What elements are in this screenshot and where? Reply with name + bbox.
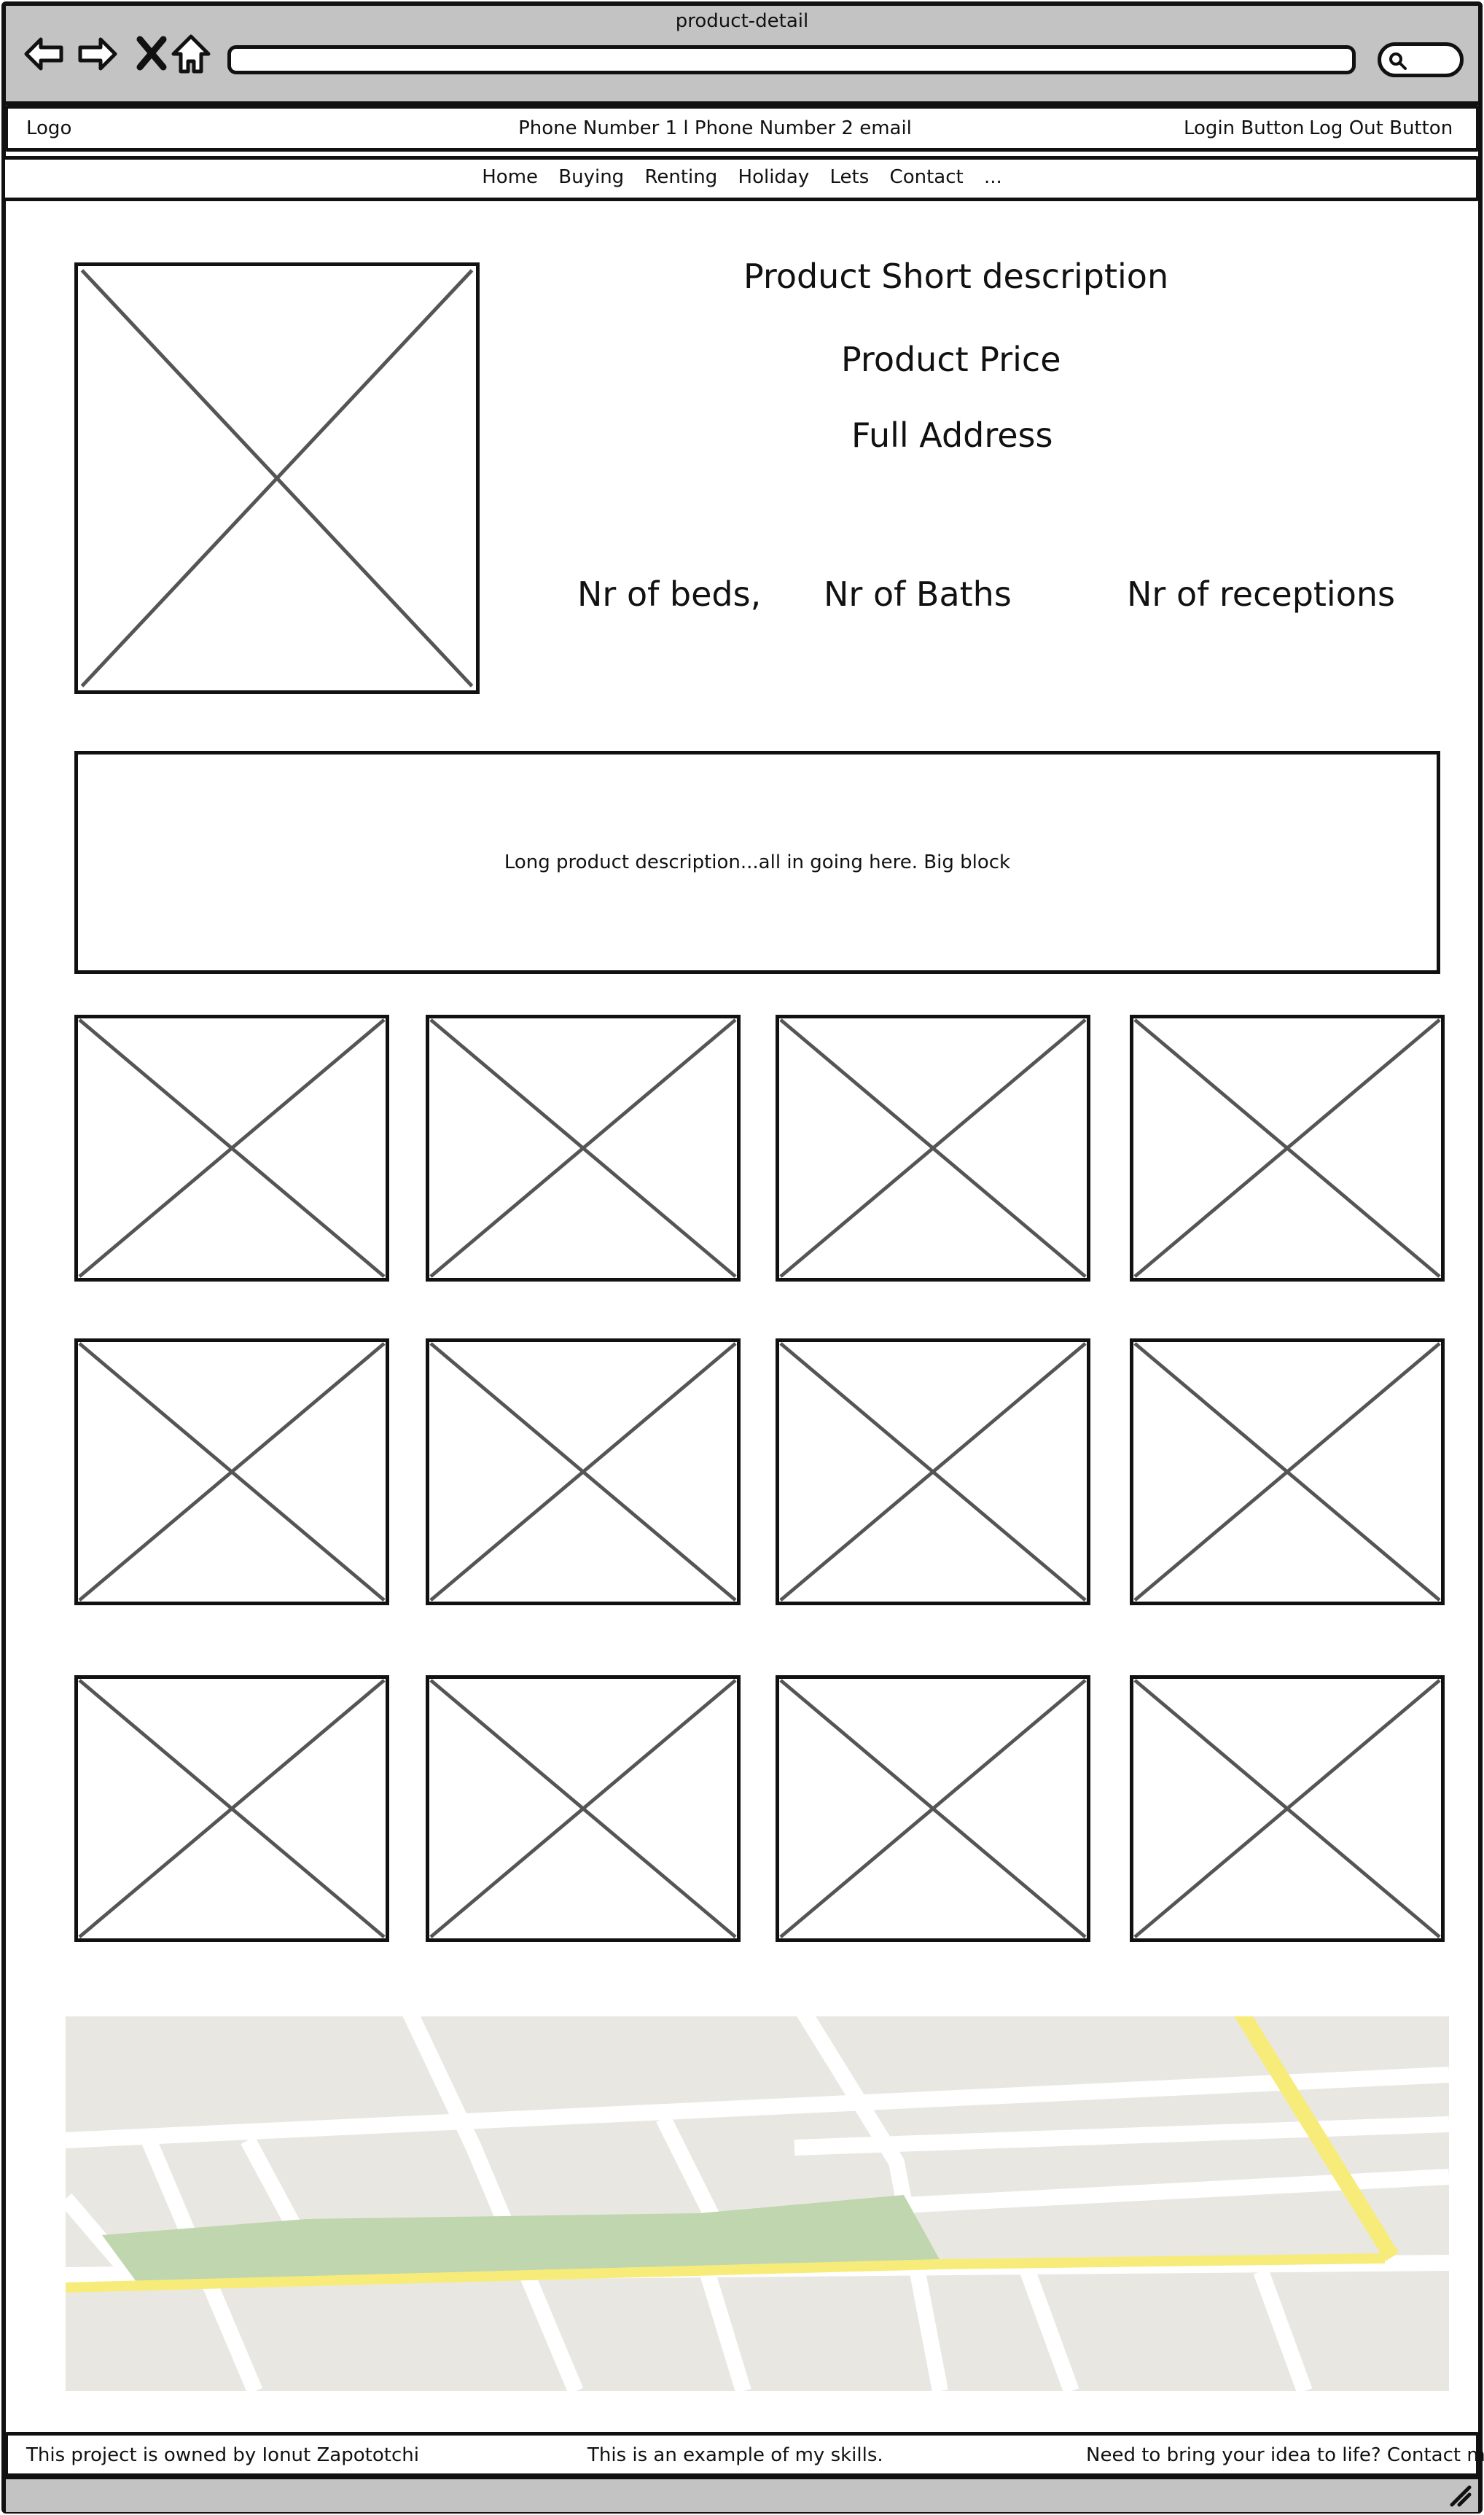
gallery-image[interactable]	[426, 1338, 741, 1605]
receptions-count: Nr of receptions	[1127, 574, 1395, 614]
menu-item-contact[interactable]: Contact	[889, 166, 964, 188]
home-icon[interactable]	[169, 32, 213, 76]
site-footer	[4, 2432, 1480, 2477]
gallery-image[interactable]	[74, 1015, 389, 1282]
address-bar[interactable]	[227, 45, 1356, 74]
map-graphic	[66, 2016, 1449, 2391]
gallery-image[interactable]	[426, 1675, 741, 1942]
close-icon[interactable]	[131, 32, 175, 76]
menu-bar	[1, 156, 1480, 201]
gallery-image[interactable]	[776, 1338, 1090, 1605]
search-icon	[1389, 52, 1407, 70]
long-description-block: Long product description...all in going …	[74, 751, 1440, 974]
gallery-image[interactable]	[74, 1675, 389, 1942]
menu-item-holiday[interactable]: Holiday	[738, 166, 810, 188]
baths-count: Nr of Baths	[824, 574, 1012, 614]
site-header	[4, 105, 1480, 152]
product-short-description: Product Short description	[743, 257, 1169, 296]
location-map[interactable]	[66, 2016, 1449, 2391]
browser-status-bar	[6, 2476, 1478, 2512]
gallery-image[interactable]	[74, 1338, 389, 1605]
menu-item-buying[interactable]: Buying	[558, 166, 625, 188]
product-address: Full Address	[851, 416, 1053, 455]
product-main-image[interactable]	[74, 262, 480, 694]
menu-item-lets[interactable]: Lets	[829, 166, 870, 188]
contact-info: Phone Number 1 l Phone Number 2 email	[518, 117, 912, 139]
browser-search-box[interactable]	[1378, 42, 1464, 77]
forward-arrow-icon[interactable]	[76, 32, 120, 76]
product-price: Product Price	[841, 340, 1061, 379]
footer-example-text: This is an example of my skills.	[587, 2444, 883, 2466]
gallery-image[interactable]	[1130, 1675, 1445, 1942]
logo[interactable]: Logo	[26, 117, 72, 139]
logout-button[interactable]: Log Out Button	[1309, 117, 1453, 139]
gallery-image[interactable]	[426, 1015, 741, 1282]
long-description-text: Long product description...all in going …	[504, 851, 1011, 873]
gallery-image[interactable]	[776, 1675, 1090, 1942]
gallery-image[interactable]	[776, 1015, 1090, 1282]
back-arrow-icon[interactable]	[22, 32, 66, 76]
menu-item-renting[interactable]: Renting	[644, 166, 718, 188]
footer-contact-link[interactable]: Need to bring your idea to life? Contact…	[1086, 2444, 1484, 2466]
login-button[interactable]: Login Button	[1184, 117, 1305, 139]
main-menu: Home Buying Renting Holiday Lets Contact…	[0, 166, 1484, 188]
window-title: product-detail	[675, 10, 809, 32]
menu-item-more[interactable]: ...	[983, 166, 1002, 188]
gallery-image[interactable]	[1130, 1338, 1445, 1605]
gallery-image[interactable]	[1130, 1015, 1445, 1282]
beds-count: Nr of beds,	[577, 574, 762, 614]
footer-owner-text: This project is owned by Ionut Zapototch…	[26, 2444, 419, 2466]
menu-item-home[interactable]: Home	[482, 166, 539, 188]
resize-handle-icon[interactable]	[1448, 2483, 1472, 2508]
